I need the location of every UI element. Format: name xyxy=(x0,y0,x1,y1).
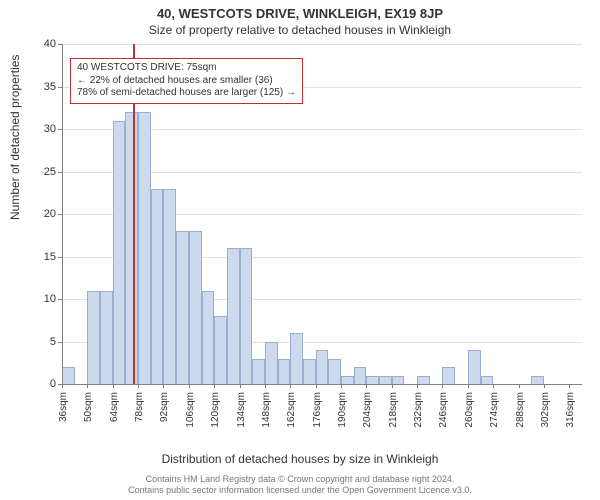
x-tick-mark xyxy=(62,384,63,388)
x-tick-mark xyxy=(468,384,469,388)
y-tick-label: 10 xyxy=(26,293,56,305)
histogram-bar xyxy=(481,376,494,385)
histogram-bar xyxy=(176,231,189,384)
y-tick-label: 5 xyxy=(26,336,56,348)
x-tick-mark xyxy=(366,384,367,388)
histogram-bar xyxy=(328,359,341,385)
x-tick-label: 120sqm xyxy=(210,392,221,428)
y-axis-label: Number of detached properties xyxy=(8,55,22,220)
y-tick-label: 40 xyxy=(26,38,56,50)
histogram-bar xyxy=(354,367,367,384)
gridline xyxy=(62,44,582,45)
y-tick-label: 15 xyxy=(26,251,56,263)
x-tick-label: 302sqm xyxy=(540,392,551,428)
x-tick-label: 288sqm xyxy=(515,392,526,428)
histogram-bar xyxy=(316,350,329,384)
histogram-bar xyxy=(87,291,100,385)
x-tick-mark xyxy=(392,384,393,388)
x-tick-label: 274sqm xyxy=(489,392,500,428)
histogram-bar xyxy=(163,189,176,385)
x-tick-label: 204sqm xyxy=(362,392,373,428)
x-tick-mark xyxy=(316,384,317,388)
histogram-bar xyxy=(417,376,430,385)
y-axis-line xyxy=(62,44,63,384)
x-tick-mark xyxy=(290,384,291,388)
histogram-bar xyxy=(189,231,202,384)
histogram-bar xyxy=(151,189,164,385)
x-tick-mark xyxy=(163,384,164,388)
x-tick-label: 232sqm xyxy=(413,392,424,428)
footer-line-1: Contains HM Land Registry data © Crown c… xyxy=(0,474,600,485)
histogram-bar xyxy=(290,333,303,384)
chart-area: 051015202530354036sqm50sqm64sqm78sqm92sq… xyxy=(62,44,582,432)
histogram-bar xyxy=(379,376,392,385)
y-tick-label: 35 xyxy=(26,81,56,93)
annotation-line-3: 78% of semi-detached houses are larger (… xyxy=(77,87,296,100)
x-tick-label: 134sqm xyxy=(236,392,247,428)
histogram-bar xyxy=(341,376,354,385)
x-tick-mark xyxy=(87,384,88,388)
y-tick-label: 25 xyxy=(26,166,56,178)
histogram-bar xyxy=(138,112,151,384)
x-tick-label: 78sqm xyxy=(134,392,145,422)
x-tick-mark xyxy=(113,384,114,388)
x-tick-label: 246sqm xyxy=(438,392,449,428)
x-tick-label: 260sqm xyxy=(464,392,475,428)
histogram-bar xyxy=(442,367,455,384)
x-tick-mark xyxy=(341,384,342,388)
x-tick-mark xyxy=(240,384,241,388)
histogram-bar xyxy=(202,291,215,385)
histogram-bar xyxy=(303,359,316,385)
page-subtitle: Size of property relative to detached ho… xyxy=(0,21,600,37)
x-tick-mark xyxy=(417,384,418,388)
x-tick-mark xyxy=(544,384,545,388)
x-tick-label: 36sqm xyxy=(58,392,69,422)
x-tick-mark xyxy=(569,384,570,388)
histogram-bar xyxy=(214,316,227,384)
histogram-bar xyxy=(531,376,544,385)
histogram-bar xyxy=(468,350,481,384)
x-tick-mark xyxy=(189,384,190,388)
histogram-bar xyxy=(366,376,379,385)
x-tick-label: 92sqm xyxy=(159,392,170,422)
x-tick-mark xyxy=(214,384,215,388)
x-tick-label: 162sqm xyxy=(286,392,297,428)
histogram-bar xyxy=(392,376,405,385)
y-tick-label: 30 xyxy=(26,123,56,135)
annotation-line-2: ← 22% of detached houses are smaller (36… xyxy=(77,75,296,88)
x-tick-mark xyxy=(265,384,266,388)
annotation-line-1: 40 WESTCOTS DRIVE: 75sqm xyxy=(77,62,296,75)
x-tick-label: 316sqm xyxy=(565,392,576,428)
x-tick-label: 190sqm xyxy=(337,392,348,428)
x-tick-mark xyxy=(138,384,139,388)
x-tick-label: 176sqm xyxy=(312,392,323,428)
page-title: 40, WESTCOTS DRIVE, WINKLEIGH, EX19 8JP xyxy=(0,0,600,21)
y-tick-label: 20 xyxy=(26,208,56,220)
footer-line-2: Contains public sector information licen… xyxy=(0,485,600,496)
footer-attribution: Contains HM Land Registry data © Crown c… xyxy=(0,474,600,496)
histogram-bar xyxy=(227,248,240,384)
histogram-bar xyxy=(278,359,291,385)
x-tick-label: 106sqm xyxy=(185,392,196,428)
x-axis-label: Distribution of detached houses by size … xyxy=(0,452,600,466)
histogram-bar xyxy=(240,248,253,384)
annotation-box: 40 WESTCOTS DRIVE: 75sqm← 22% of detache… xyxy=(70,58,303,104)
x-axis-line xyxy=(62,384,582,385)
plot-region: 051015202530354036sqm50sqm64sqm78sqm92sq… xyxy=(62,44,582,384)
x-tick-mark xyxy=(493,384,494,388)
histogram-bar xyxy=(252,359,265,385)
histogram-bar xyxy=(100,291,113,385)
y-tick-label: 0 xyxy=(26,378,56,390)
x-tick-label: 218sqm xyxy=(388,392,399,428)
x-tick-label: 50sqm xyxy=(83,392,94,422)
histogram-bar xyxy=(265,342,278,385)
x-tick-label: 64sqm xyxy=(109,392,120,422)
x-tick-mark xyxy=(519,384,520,388)
histogram-bar xyxy=(113,121,126,385)
x-tick-mark xyxy=(442,384,443,388)
x-tick-label: 148sqm xyxy=(261,392,272,428)
histogram-bar xyxy=(62,367,75,384)
